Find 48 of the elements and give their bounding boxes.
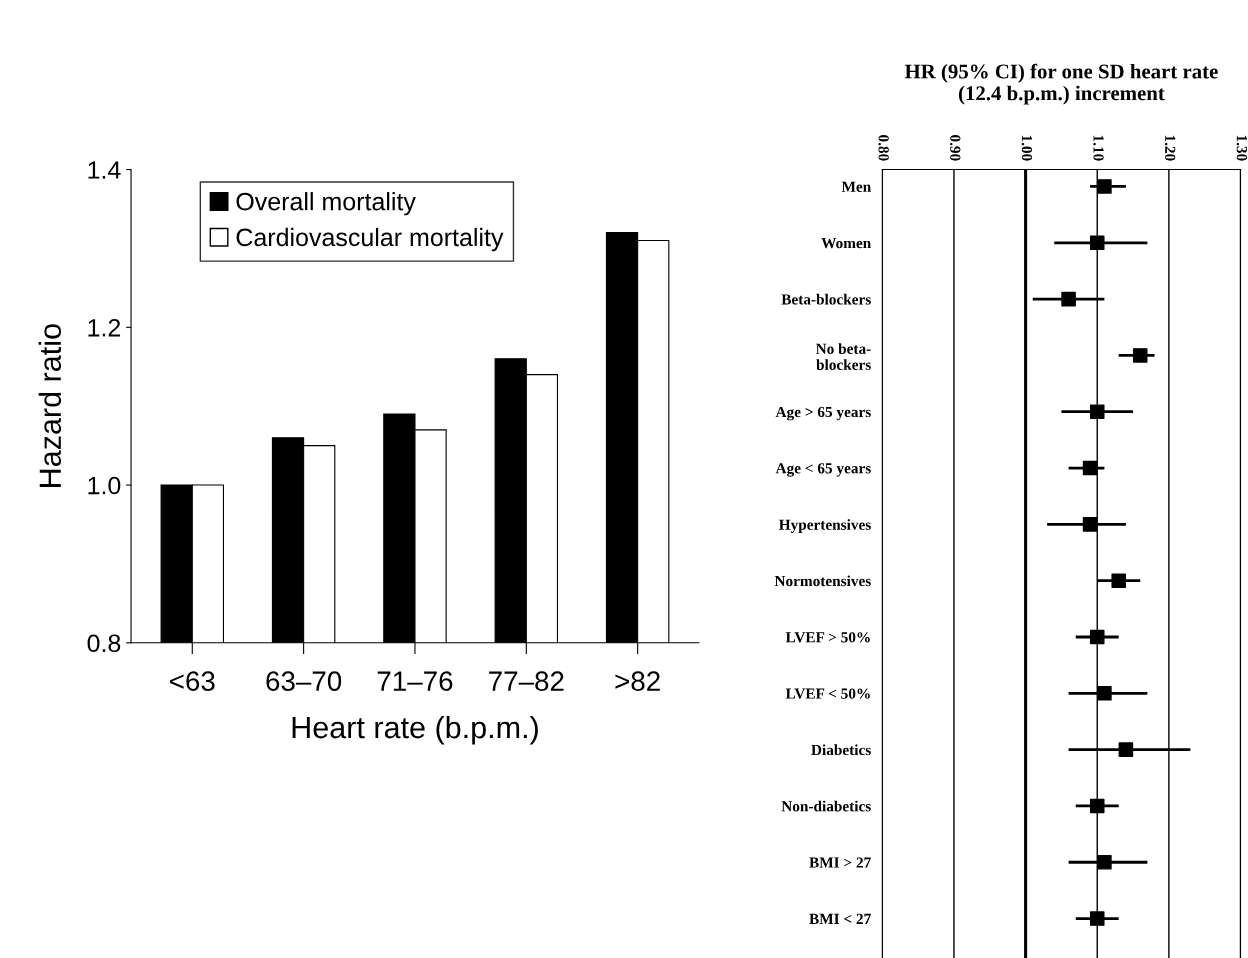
point xyxy=(1097,686,1112,701)
point xyxy=(1089,404,1105,420)
y-tick-label: No beta- blockers xyxy=(815,343,871,370)
y-axis-title: Hazard ratio xyxy=(38,324,62,487)
point xyxy=(1111,573,1127,588)
point xyxy=(1097,854,1112,870)
y-tick-label: Non-diabetics xyxy=(781,800,871,812)
x-tick-label: <63 xyxy=(170,671,215,691)
x-tick-label: 63–70 xyxy=(266,671,342,691)
y-tick-label: Diabetics xyxy=(811,744,871,756)
legend-label: Cardiovascular mortality xyxy=(236,227,504,252)
point xyxy=(1061,291,1076,307)
y-tick-label: BMI > 27 xyxy=(809,857,871,868)
chart-title: HR (95% CI) for one SD heart rate (12.4 b.p.m.) increment xyxy=(904,63,1218,105)
x-axis-title: Heart rate (b.p.m.) xyxy=(292,715,538,745)
x-tick-label: 0.80 xyxy=(878,135,889,161)
point xyxy=(1089,798,1105,814)
y-tick-label: Hypertensives xyxy=(778,519,871,533)
x-tick-label: 71–76 xyxy=(377,671,453,691)
y-tick-label: 1.4 xyxy=(88,161,121,179)
x-tick-label: 77–82 xyxy=(489,671,564,691)
x-tick-label: >82 xyxy=(615,671,660,691)
point xyxy=(1082,460,1098,476)
point xyxy=(1089,911,1105,926)
x-tick-label: 1.10 xyxy=(1093,135,1104,161)
x-tick-label: 1.20 xyxy=(1164,135,1176,161)
y-tick-label: 0.8 xyxy=(87,634,121,653)
point xyxy=(1089,629,1105,645)
y-tick-label: BMI < 27 xyxy=(809,913,871,924)
x-tick-label: 1.00 xyxy=(1021,135,1033,161)
y-tick-label: Beta-blockers xyxy=(781,293,871,305)
y-tick-label: Age > 65 years xyxy=(775,406,871,421)
y-tick-label: Normotensives xyxy=(774,575,871,587)
y-tick-label: Age < 65 years xyxy=(775,463,871,477)
point xyxy=(1118,742,1134,757)
point xyxy=(1097,179,1112,194)
y-tick-label: 1.0 xyxy=(88,476,121,495)
point xyxy=(1132,348,1148,363)
x-tick-label: 0.90 xyxy=(950,135,961,161)
legend-label: Overall mortality xyxy=(236,192,416,216)
y-tick-label: 1.2 xyxy=(88,318,121,337)
point xyxy=(1082,517,1098,532)
y-tick-label: Men xyxy=(841,181,871,192)
y-tick-label: LVEF > 50% xyxy=(785,632,870,643)
y-tick-label: Women xyxy=(821,238,871,249)
point xyxy=(1089,235,1105,251)
y-tick-label: LVEF < 50% xyxy=(785,688,870,699)
x-tick-label: 1.30 xyxy=(1236,135,1247,161)
